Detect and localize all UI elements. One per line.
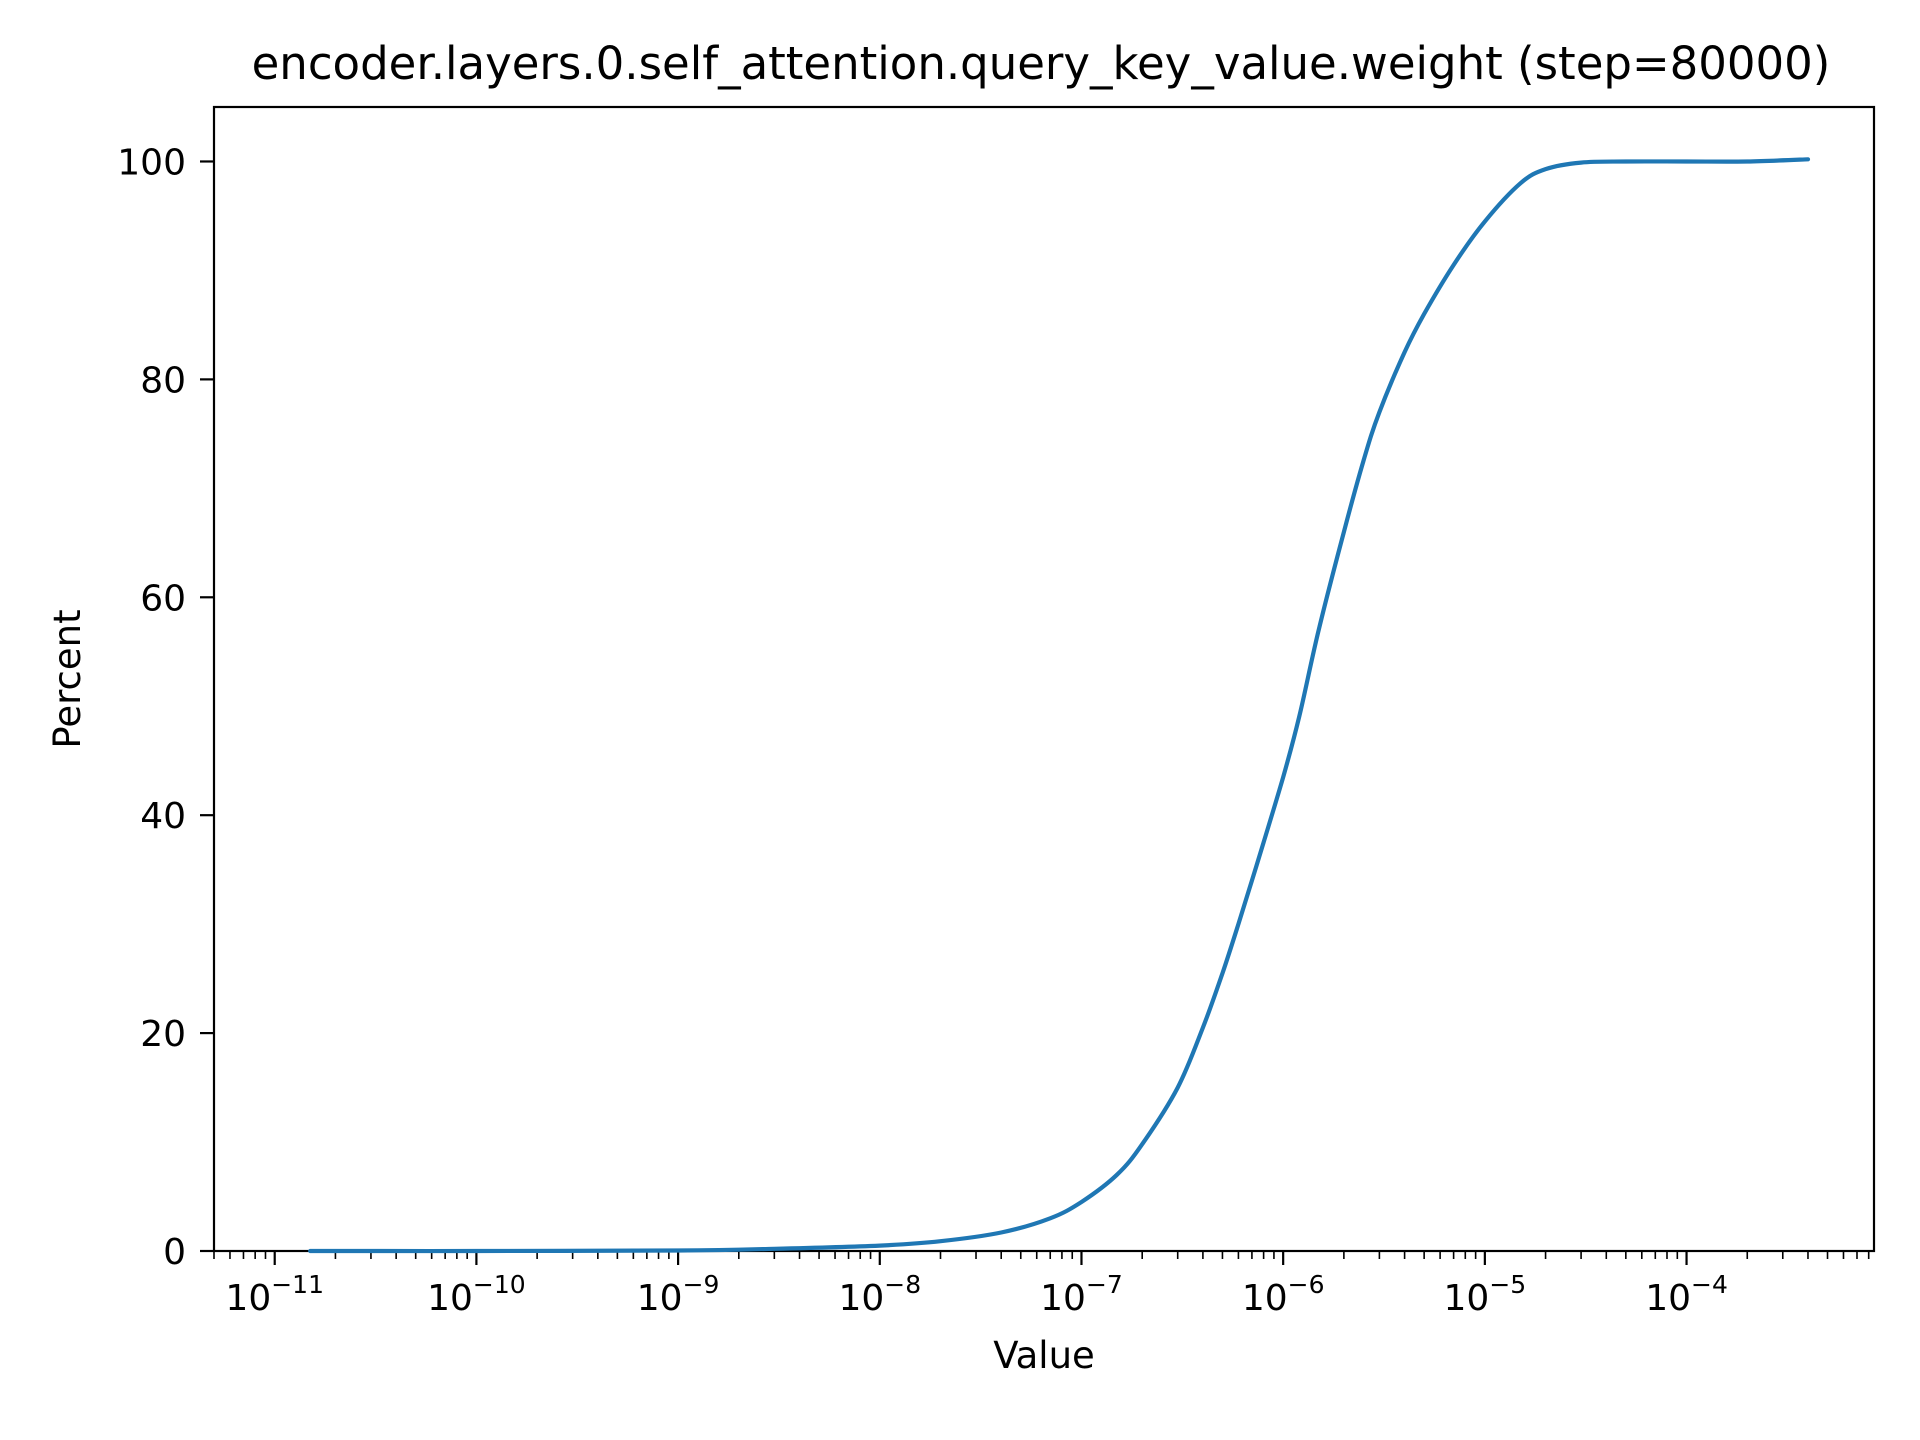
x-axis-label: Value	[993, 1334, 1095, 1377]
y-tick-label: 0	[163, 1232, 186, 1273]
x-tick-label: 10−4	[1645, 1270, 1728, 1319]
x-tick-label: 10−8	[838, 1270, 921, 1319]
y-tick-label: 80	[140, 360, 186, 401]
plot-area	[212, 105, 1876, 1253]
y-tick-label: 100	[117, 142, 186, 183]
x-tick-label: 10−9	[637, 1270, 720, 1319]
x-tick-label: 10−11	[225, 1270, 324, 1319]
y-tick-label: 40	[140, 796, 186, 837]
x-tick-label: 10−5	[1444, 1270, 1527, 1319]
y-axis-label: Percent	[46, 609, 89, 748]
x-tick-label: 10−10	[427, 1270, 526, 1319]
x-tick-label: 10−6	[1242, 1270, 1325, 1319]
y-axis-ticks: 0 20 40 60 80 100	[117, 142, 214, 1273]
chart-title: encoder.layers.0.self_attention.query_ke…	[252, 37, 1831, 90]
y-tick-label: 60	[140, 578, 186, 619]
y-tick-label: 20	[140, 1014, 186, 1055]
x-axis-ticks: 10−11 10−10 10−9 10−8 10−7 10−6 10−5 10−4	[225, 1251, 1728, 1319]
x-tick-label: 10−7	[1040, 1270, 1123, 1319]
series-line	[308, 157, 1811, 1254]
